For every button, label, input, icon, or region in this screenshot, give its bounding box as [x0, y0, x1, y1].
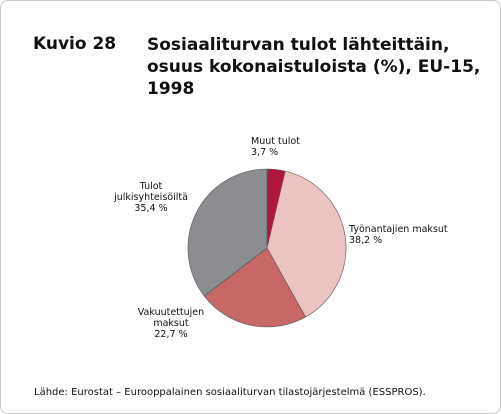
- figure-number: Kuvio 28: [33, 34, 117, 54]
- slice-label: Työnantajien maksut 38,2 %: [349, 224, 489, 246]
- pie-slice: [203, 247, 306, 328]
- value-label: 38,2 %: [349, 235, 383, 246]
- category-label: Tulot julkisyhteisöiltä: [114, 181, 188, 203]
- category-label: Vakuutettujen maksut: [137, 307, 205, 329]
- category-label: Muut tulot: [251, 136, 300, 147]
- value-label: 3,7 %: [251, 147, 279, 158]
- pie-slice: [266, 170, 347, 318]
- value-label: 22,7 %: [154, 329, 188, 340]
- pie-slice: [187, 168, 268, 297]
- chart-title: Sosiaaliturvan tulot lähteittäin, osuus …: [147, 35, 481, 99]
- value-label: 35,4 %: [134, 203, 168, 214]
- slice-label: Vakuutettujen maksut 22,7 %: [131, 307, 211, 340]
- slice-label: Muut tulot 3,7 %: [251, 136, 321, 158]
- source-note: Lähde: Eurostat – Eurooppalainen sosiaal…: [34, 387, 426, 398]
- category-label: Työnantajien maksut: [349, 224, 448, 235]
- slice-label: Tulot julkisyhteisöiltä 35,4 %: [106, 181, 196, 214]
